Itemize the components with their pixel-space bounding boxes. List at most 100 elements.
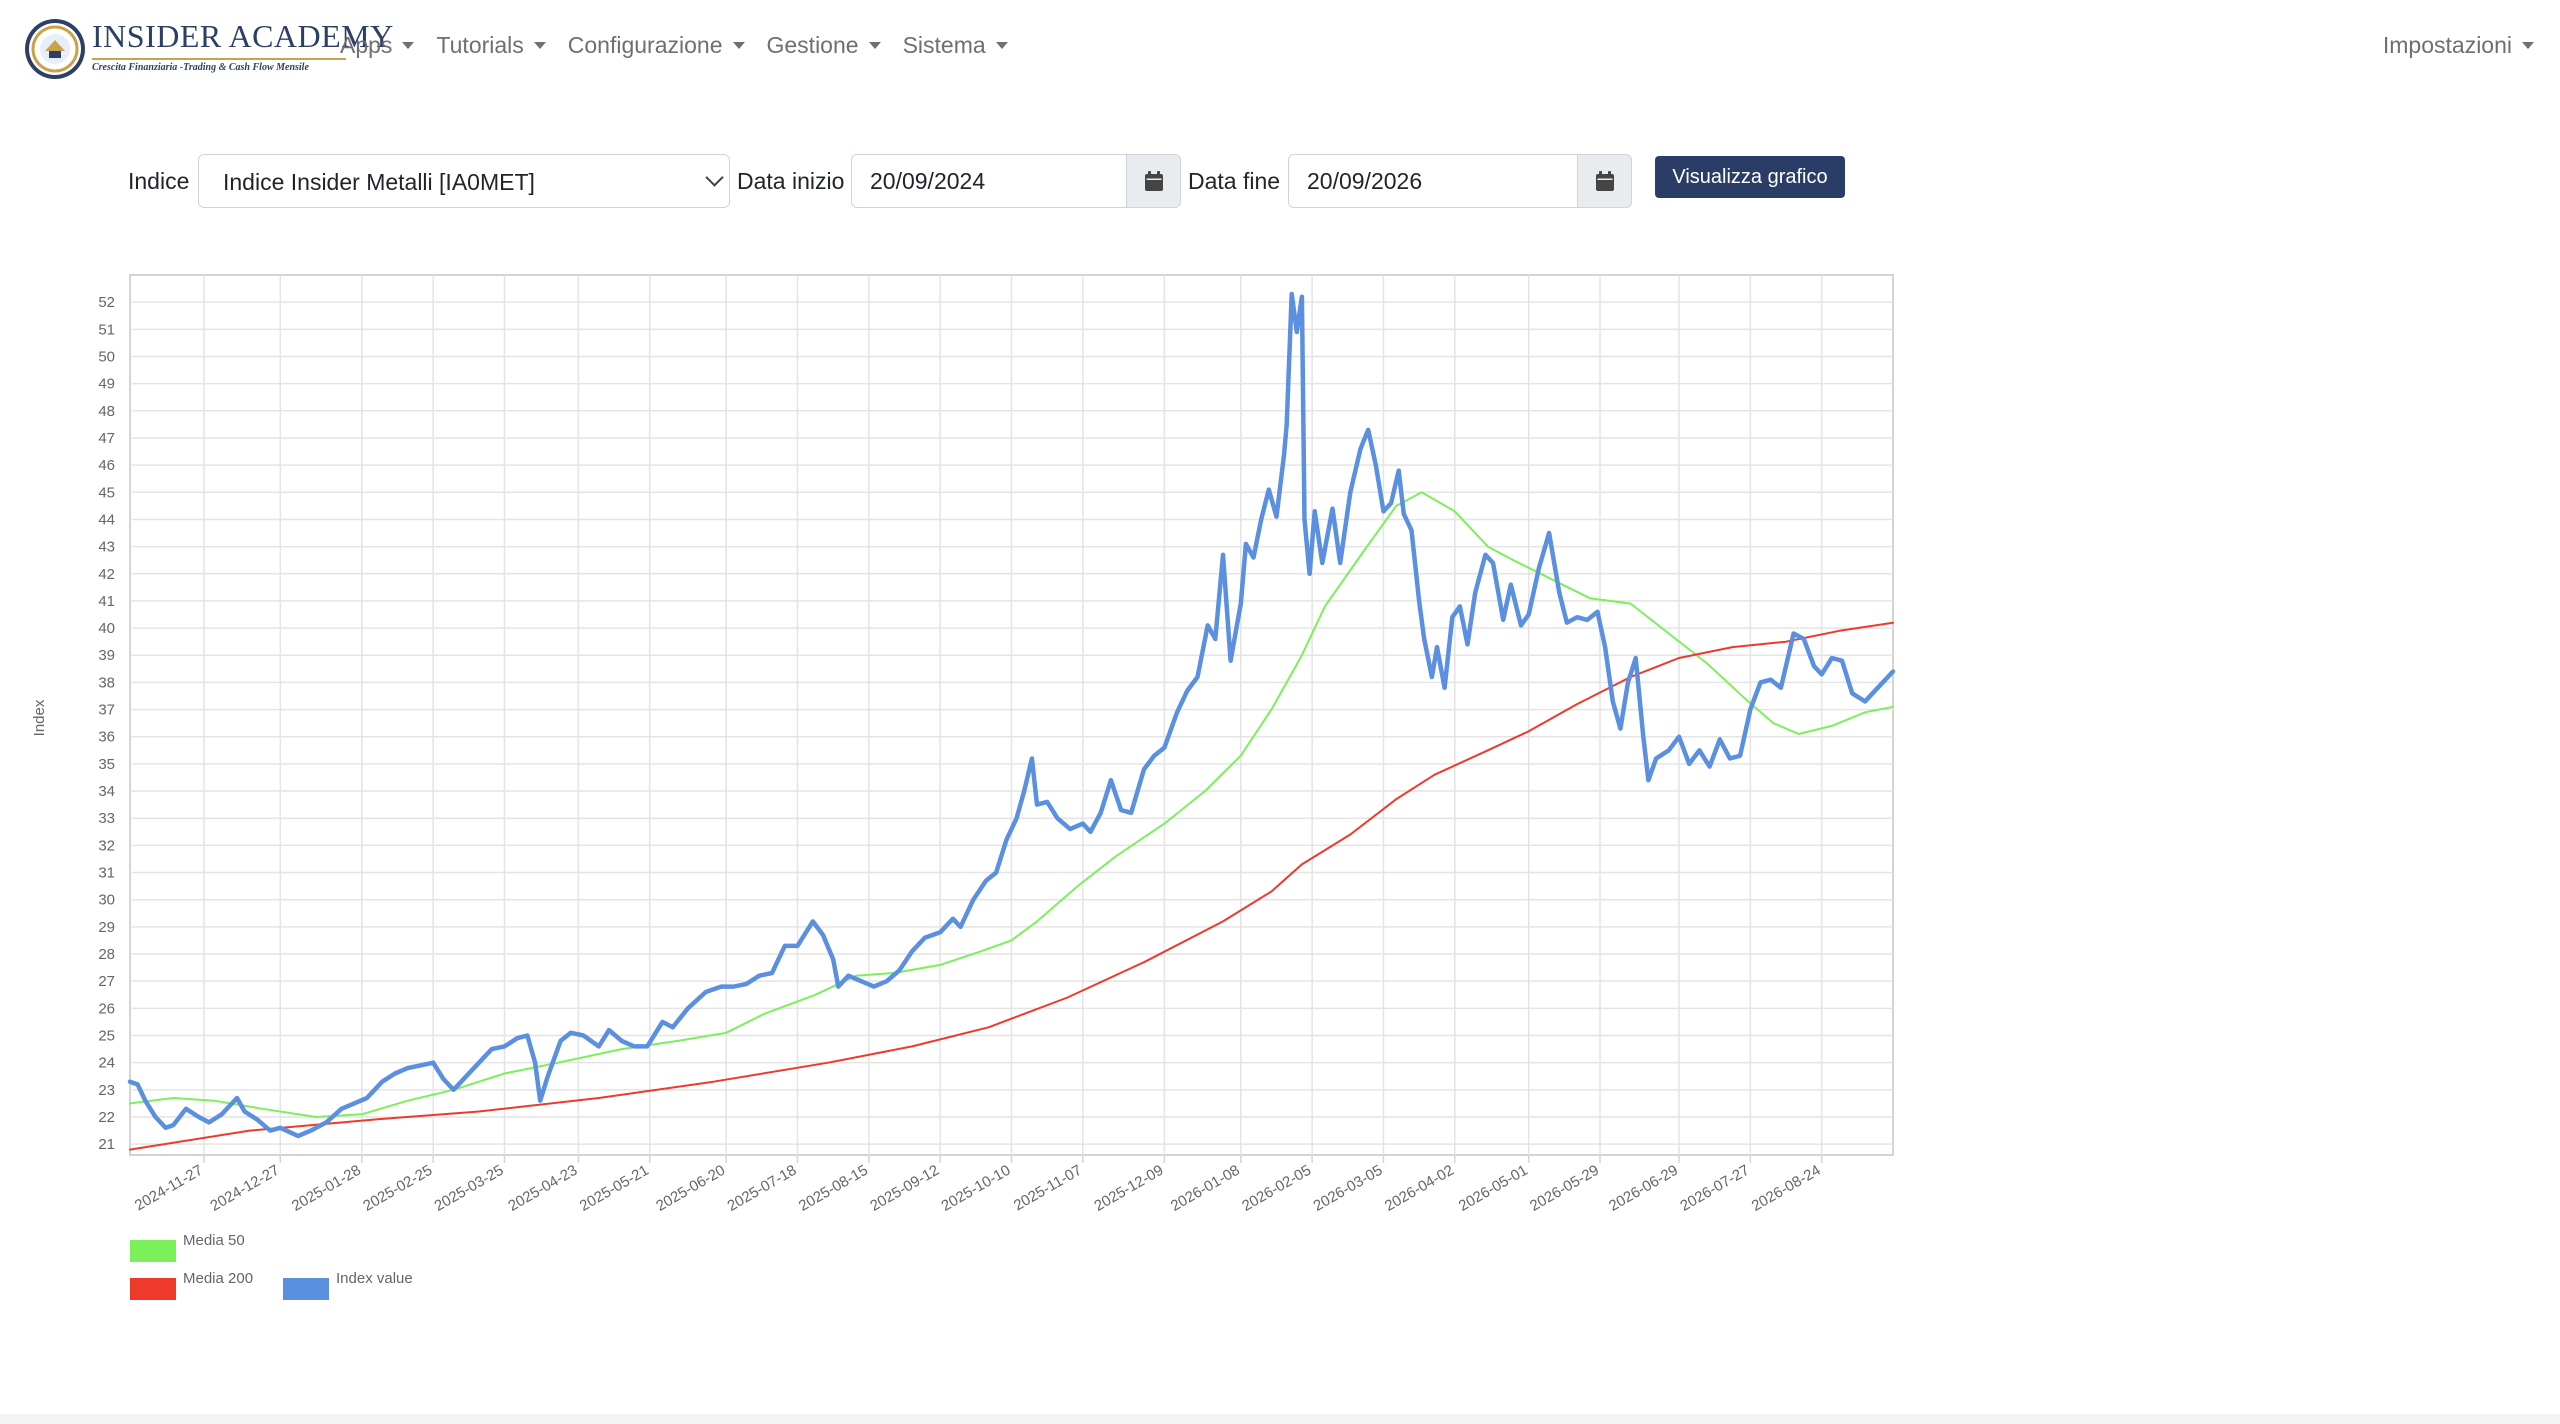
caret-down-icon (402, 42, 415, 49)
y-tick-label: 50 (98, 348, 115, 365)
chart-axes: 21 22 23 24 25 26 27 28 29 30 31 32 33 34 35 36 37 38 39 40… (98, 294, 1823, 1215)
brand-name: INSIDER ACADEMY (92, 18, 394, 54)
x-tick-label: 2025-08-15 (796, 1162, 871, 1215)
start-date-input[interactable] (851, 154, 1127, 208)
series-line-index-value (127, 291, 1896, 1139)
menu-apps-label: Apps (340, 32, 393, 58)
y-tick-label: 39 (98, 647, 115, 664)
y-tick-label: 43 (98, 539, 115, 556)
start-date-label: Data inizio (737, 168, 845, 194)
y-tick-label: 33 (98, 810, 115, 827)
footer-bar (0, 1414, 2560, 1424)
y-tick-label: 31 (98, 865, 115, 882)
x-tick-label: 2026-06-29 (1606, 1162, 1681, 1215)
x-tick-label: 2025-11-07 (1011, 1162, 1085, 1215)
caret-down-icon (732, 42, 745, 49)
x-tick-label: 2024-11-27 (132, 1162, 206, 1215)
y-tick-label: 51 (98, 321, 115, 338)
y-tick-label: 22 (98, 1109, 115, 1126)
menu-apps[interactable]: Apps (340, 32, 415, 59)
brand-logo[interactable]: INSIDER ACADEMY Crescita Finanziaria -Tr… (24, 16, 393, 86)
settings-menu-wrapper: Impostazioni (2383, 32, 2534, 59)
y-tick-label: 23 (98, 1082, 115, 1099)
x-tick-label: 2025-01-28 (289, 1162, 364, 1215)
legend-label: Media 50 (183, 1232, 245, 1249)
legend-swatch (130, 1278, 176, 1300)
y-tick-label: 42 (98, 566, 115, 583)
y-tick-label: 38 (98, 674, 115, 691)
x-tick-label: 2025-07-18 (725, 1162, 800, 1215)
y-tick-label: 24 (98, 1055, 115, 1072)
menu-gestione[interactable]: Gestione (767, 32, 881, 59)
end-date-calendar-button[interactable] (1578, 154, 1632, 208)
x-tick-label: 2025-09-12 (867, 1162, 942, 1215)
legend-swatch (283, 1278, 329, 1300)
x-tick-label: 2024-12-27 (207, 1162, 282, 1215)
y-tick-label: 35 (98, 756, 115, 773)
chart-legend: Media 50 Media 200 Index value (130, 1232, 413, 1300)
x-tick-label: 2026-08-24 (1749, 1162, 1824, 1215)
y-tick-label: 26 (98, 1000, 115, 1017)
end-date-label: Data fine (1188, 168, 1281, 194)
y-tick-label: 32 (98, 837, 115, 854)
y-tick-label: 29 (98, 919, 115, 936)
y-tick-label: 46 (98, 457, 115, 474)
y-tick-label: 48 (98, 403, 115, 420)
academy-seal-logo (25, 19, 85, 79)
chart-series (127, 291, 1896, 1151)
start-date-calendar-button[interactable] (1127, 154, 1181, 208)
y-tick-label: 45 (98, 484, 115, 501)
x-tick-label: 2026-01-08 (1168, 1162, 1243, 1215)
caret-down-icon (533, 42, 546, 49)
legend-swatch (130, 1240, 176, 1262)
x-tick-label: 2026-02-05 (1239, 1162, 1314, 1215)
calendar-icon (1596, 171, 1614, 191)
y-tick-label: 34 (98, 783, 115, 800)
y-tick-label: 36 (98, 729, 115, 746)
x-tick-label: 2025-05-21 (577, 1162, 652, 1215)
x-tick-label: 2026-04-02 (1382, 1162, 1457, 1215)
menu-tutorials-label: Tutorials (436, 32, 524, 58)
y-tick-label: 37 (98, 702, 115, 719)
y-tick-label: 52 (98, 294, 115, 311)
caret-down-icon (995, 42, 1008, 49)
series-line-media-200 (129, 621, 1894, 1151)
y-axis-title: Index (31, 699, 48, 736)
chevron-down-icon (705, 168, 724, 187)
y-tick-label: 49 (98, 376, 115, 393)
menu-sistema[interactable]: Sistema (903, 32, 1008, 59)
x-tick-label: 2025-03-25 (432, 1162, 507, 1215)
x-tick-label: 2025-06-20 (653, 1162, 728, 1215)
x-tick-label: 2026-07-27 (1677, 1162, 1752, 1215)
indice-select-value: Indice Insider Metalli [IA0MET] (223, 169, 535, 195)
x-tick-label: 2025-02-25 (360, 1162, 435, 1215)
menu-sistema-label: Sistema (902, 32, 986, 58)
menu-impostazioni[interactable]: Impostazioni (2383, 32, 2534, 59)
menu-gestione-label: Gestione (766, 32, 859, 58)
top-navbar: INSIDER ACADEMY Crescita Finanziaria -Tr… (0, 0, 2560, 104)
y-tick-label: 27 (98, 973, 115, 990)
indice-label: Indice (128, 168, 190, 194)
y-tick-label: 28 (98, 946, 115, 963)
legend-label: Index value (336, 1270, 413, 1287)
brand-divider (92, 58, 346, 60)
end-date-input[interactable] (1288, 154, 1578, 208)
menu-configurazione[interactable]: Configurazione (568, 32, 745, 59)
x-tick-label: 2025-12-09 (1091, 1162, 1166, 1215)
visualizza-grafico-button[interactable]: Visualizza grafico (1655, 156, 1845, 198)
y-tick-label: 44 (98, 511, 115, 528)
index-line-chart: 21 22 23 24 25 26 27 28 29 30 31 32 33 34 35 36 37 38 39 40… (31, 274, 1896, 1300)
y-tick-label: 47 (98, 430, 115, 447)
x-tick-label: 2025-04-23 (505, 1162, 580, 1215)
indice-select[interactable]: Indice Insider Metalli [IA0MET] (198, 154, 730, 208)
x-tick-label: 2026-05-29 (1527, 1162, 1602, 1215)
y-tick-label: 21 (98, 1136, 115, 1153)
y-tick-label: 30 (98, 892, 115, 909)
caret-down-icon (2522, 42, 2534, 49)
calendar-icon (1145, 171, 1163, 191)
menu-impostazioni-label: Impostazioni (2382, 32, 2512, 58)
caret-down-icon (868, 42, 881, 49)
start-date-group (851, 154, 1181, 208)
menu-tutorials[interactable]: Tutorials (436, 32, 546, 59)
chart-grid (129, 274, 1894, 1156)
